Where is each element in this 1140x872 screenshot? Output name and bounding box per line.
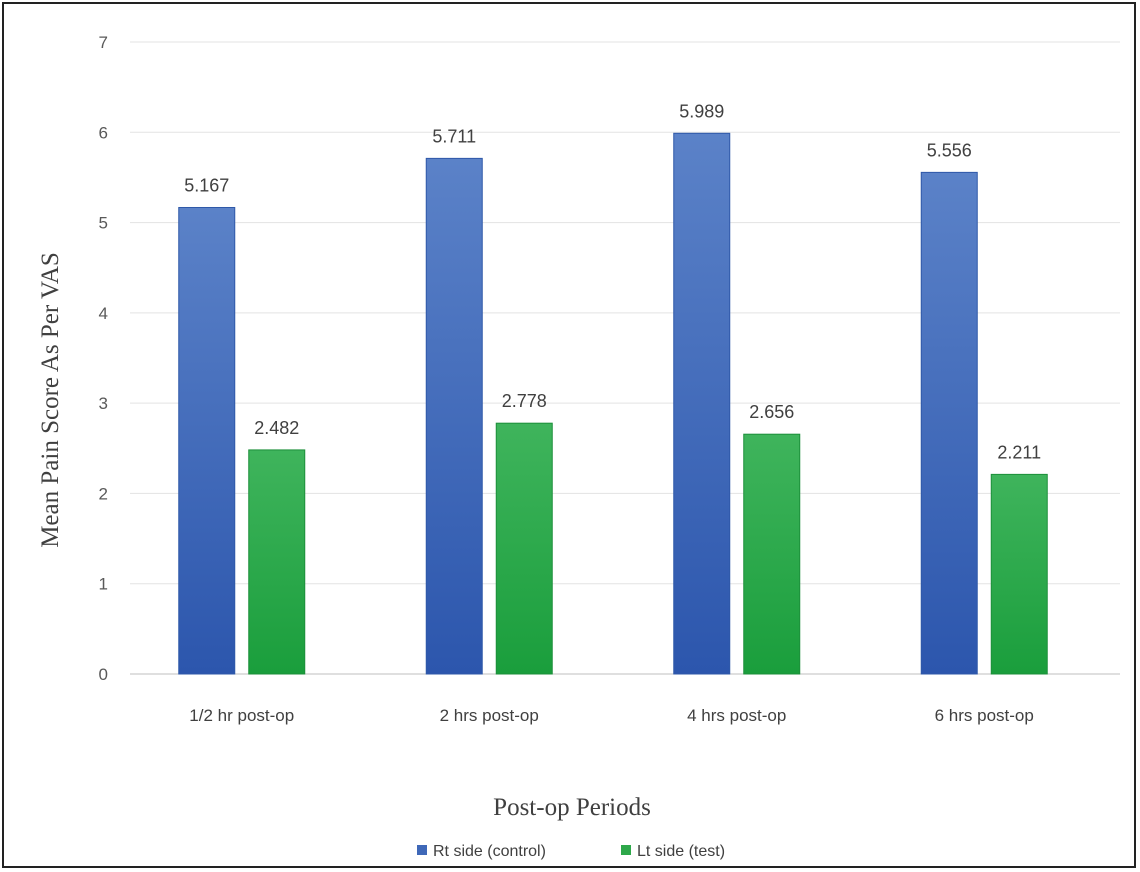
y-tick-label: 4	[99, 304, 108, 323]
bar-rt-side	[920, 171, 978, 675]
y-axis-title: Mean Pain Score As Per VAS	[37, 252, 64, 548]
legend: Rt side (control) Lt side (test)	[417, 843, 725, 860]
x-axis-title: Post-op Periods	[493, 794, 651, 821]
x-tick-label: 4 hrs post-op	[687, 706, 786, 725]
bar-rt-side	[178, 206, 236, 675]
x-tick-label: 6 hrs post-op	[935, 706, 1034, 725]
data-label: 2.778	[502, 391, 547, 411]
legend-label-lt: Lt side (test)	[637, 843, 725, 860]
data-label: 2.482	[254, 418, 299, 438]
data-label: 5.989	[679, 101, 724, 121]
legend-label-rt: Rt side (control)	[433, 843, 546, 860]
y-tick-label: 7	[99, 33, 108, 52]
x-tick-label: 1/2 hr post-op	[189, 706, 294, 725]
bar-lt-side	[743, 433, 801, 675]
legend-swatch-lt	[621, 845, 631, 855]
y-tick-label: 3	[99, 394, 108, 413]
y-tick-label: 0	[99, 665, 108, 684]
bar-rt-side	[425, 157, 483, 675]
data-label: 5.711	[432, 126, 476, 146]
bar-lt-side	[248, 449, 306, 675]
bar-rt-side	[673, 132, 731, 675]
y-tick-label: 2	[99, 484, 108, 503]
data-label: 5.556	[927, 140, 972, 160]
x-tick-label: 2 hrs post-op	[440, 706, 539, 725]
data-label: 2.656	[749, 402, 794, 422]
y-tick-label: 6	[99, 123, 108, 142]
y-tick-label: 1	[99, 575, 108, 594]
data-label: 2.211	[997, 442, 1041, 462]
data-label: 5.167	[184, 175, 229, 195]
bar-lt-side	[990, 473, 1048, 675]
y-tick-label: 5	[99, 214, 108, 233]
bar-lt-side	[495, 422, 553, 675]
legend-swatch-rt	[417, 845, 427, 855]
